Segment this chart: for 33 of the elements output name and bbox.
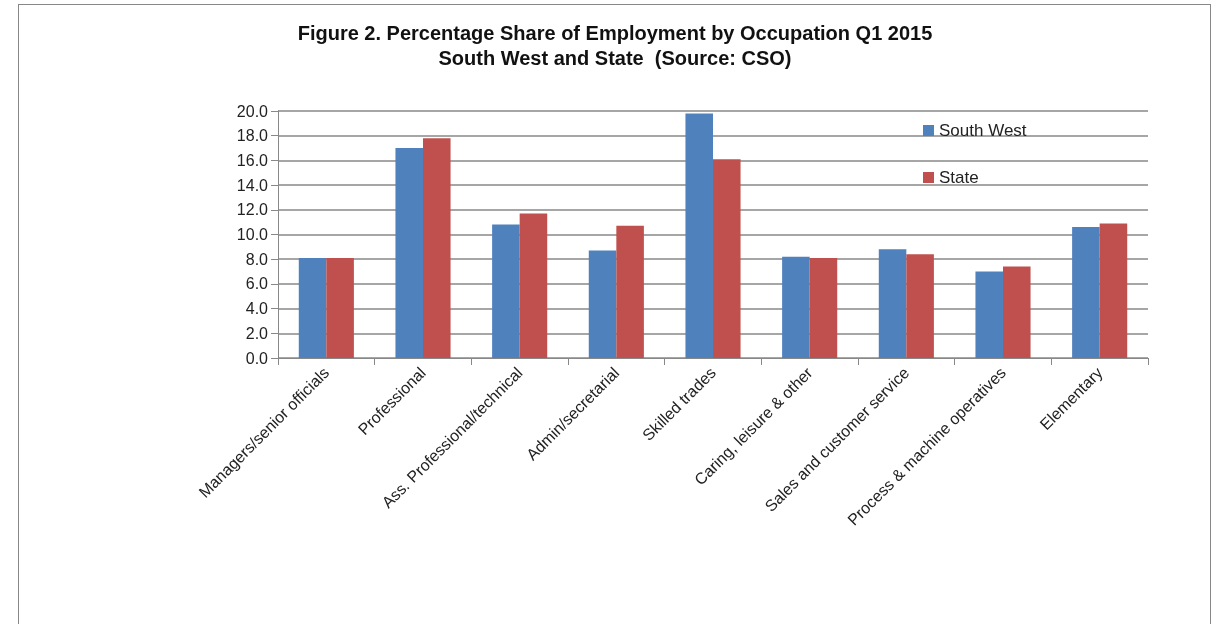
bar — [1072, 227, 1100, 358]
chart-subtitle: South West and State (Source: CSO) — [438, 47, 792, 69]
y-tick-label: 0.0 — [245, 349, 269, 367]
y-tick-label: 6.0 — [245, 275, 269, 293]
bar — [326, 257, 354, 358]
legend-label: State — [939, 168, 979, 187]
bar — [395, 148, 423, 358]
bar — [492, 224, 520, 358]
y-tick-label: 14.0 — [236, 176, 269, 194]
bar — [809, 257, 838, 358]
bar — [616, 225, 644, 358]
bar — [782, 256, 810, 358]
y-tick-label: 10.0 — [236, 226, 269, 243]
bar — [906, 254, 934, 358]
bar — [519, 213, 548, 358]
bar — [1099, 223, 1128, 358]
y-tick-label: 16.0 — [236, 151, 269, 169]
bar — [298, 257, 327, 358]
bar — [685, 113, 713, 358]
y-tick-label: 8.0 — [245, 250, 269, 268]
y-tick-label: 18.0 — [236, 127, 269, 145]
bar — [713, 159, 741, 358]
bar — [975, 271, 1003, 358]
y-tick-label: 4.0 — [245, 300, 269, 318]
y-tick-label: 12.0 — [236, 201, 269, 219]
chart-title: Figure 2. Percentage Share of Employment by Occupation Q1 2015 — [297, 22, 933, 44]
bar — [423, 138, 451, 358]
bar — [878, 249, 907, 358]
bar — [588, 250, 617, 358]
bar — [1003, 266, 1031, 358]
y-tick-label: 2.0 — [245, 324, 269, 342]
legend-label: South West — [939, 121, 1027, 140]
y-tick-label: 20.0 — [236, 102, 269, 120]
